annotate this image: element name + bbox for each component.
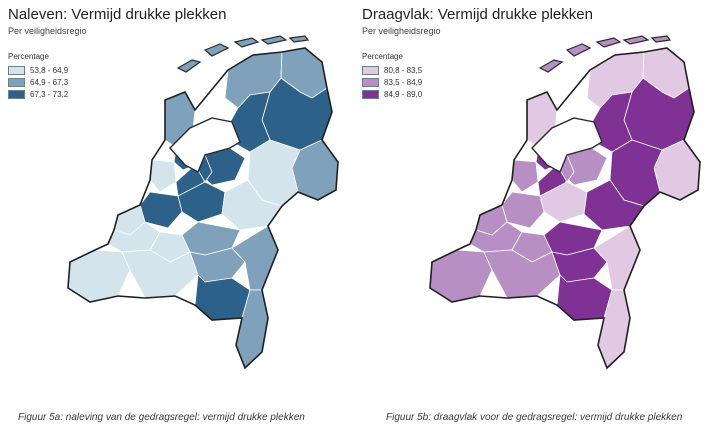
map-regions xyxy=(429,35,701,370)
legend-swatch xyxy=(362,77,379,87)
wadden-island xyxy=(233,37,260,48)
wadden-island xyxy=(176,59,202,73)
legend-label: 64,9 - 67,3 xyxy=(30,77,69,87)
legend-swatch xyxy=(8,65,25,75)
wadden-island xyxy=(622,35,650,45)
wadden-island xyxy=(565,43,592,57)
naleven-legend: Percentage 53,8 - 64,9 64,9 - 67,3 67,3 … xyxy=(8,52,68,100)
legend-label: 83,5 - 84,9 xyxy=(384,77,423,87)
ijsselmeer-lake xyxy=(169,117,241,173)
legend-item-high: 67,3 - 73,2 xyxy=(8,88,68,100)
draagvlak-title: Draagvlak: Vermijd drukke plekken xyxy=(362,6,593,23)
country-outline xyxy=(429,47,701,370)
legend-title: Percentage xyxy=(8,52,49,61)
wadden-island xyxy=(595,37,622,48)
legend-item-low: 80,8 - 83,5 xyxy=(362,64,422,76)
wadden-island xyxy=(650,35,672,43)
region-midden-west-brabant xyxy=(121,249,199,299)
naleven-caption: Figuur 5a: naleving van de gedragsregel:… xyxy=(18,412,305,423)
region-kennemerland xyxy=(511,159,539,193)
region-kennemerland xyxy=(149,159,177,193)
region-midden-west-brabant xyxy=(483,249,561,299)
wadden-island xyxy=(538,59,564,73)
naleven-panel: Naleven: Vermijd drukke plekken Per veil… xyxy=(0,0,358,441)
draagvlak-caption: Figuur 5b: draagvlak voor de gedragsrege… xyxy=(386,412,683,423)
legend-swatch xyxy=(362,89,379,99)
legend-label: 80,8 - 83,5 xyxy=(384,65,423,75)
draagvlak-map xyxy=(429,35,701,370)
legend-label: 84,9 - 89,0 xyxy=(384,89,423,99)
legend-item-mid: 83,5 - 84,9 xyxy=(362,76,422,88)
map-regions xyxy=(67,35,339,370)
wadden-island xyxy=(288,35,310,43)
country-outline xyxy=(67,47,339,370)
legend-label: 67,3 - 73,2 xyxy=(30,89,69,99)
wadden-island xyxy=(203,43,230,57)
draagvlak-legend: Percentage 80,8 - 83,5 83,5 - 84,9 84,9 … xyxy=(362,52,422,100)
draagvlak-panel: Draagvlak: Vermijd drukke plekken Per ve… xyxy=(358,0,716,441)
naleven-title: Naleven: Vermijd drukke plekken xyxy=(8,6,227,23)
legend-label: 53,8 - 64,9 xyxy=(30,65,69,75)
wadden-island xyxy=(260,35,288,45)
legend-title: Percentage xyxy=(362,52,403,61)
legend-item-high: 84,9 - 89,0 xyxy=(362,88,422,100)
legend-swatch xyxy=(8,77,25,87)
legend-swatch xyxy=(8,89,25,99)
legend-item-low: 53,8 - 64,9 xyxy=(8,64,68,76)
naleven-subtitle: Per veiligheidsregio xyxy=(8,26,87,36)
legend-item-mid: 64,9 - 67,3 xyxy=(8,76,68,88)
naleven-map xyxy=(67,35,339,370)
ijsselmeer-lake xyxy=(531,117,603,173)
legend-swatch xyxy=(362,65,379,75)
draagvlak-subtitle: Per veiligheidsregio xyxy=(362,26,441,36)
